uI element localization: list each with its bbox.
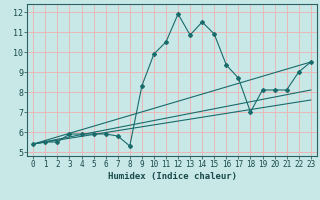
X-axis label: Humidex (Indice chaleur): Humidex (Indice chaleur)	[108, 172, 236, 181]
